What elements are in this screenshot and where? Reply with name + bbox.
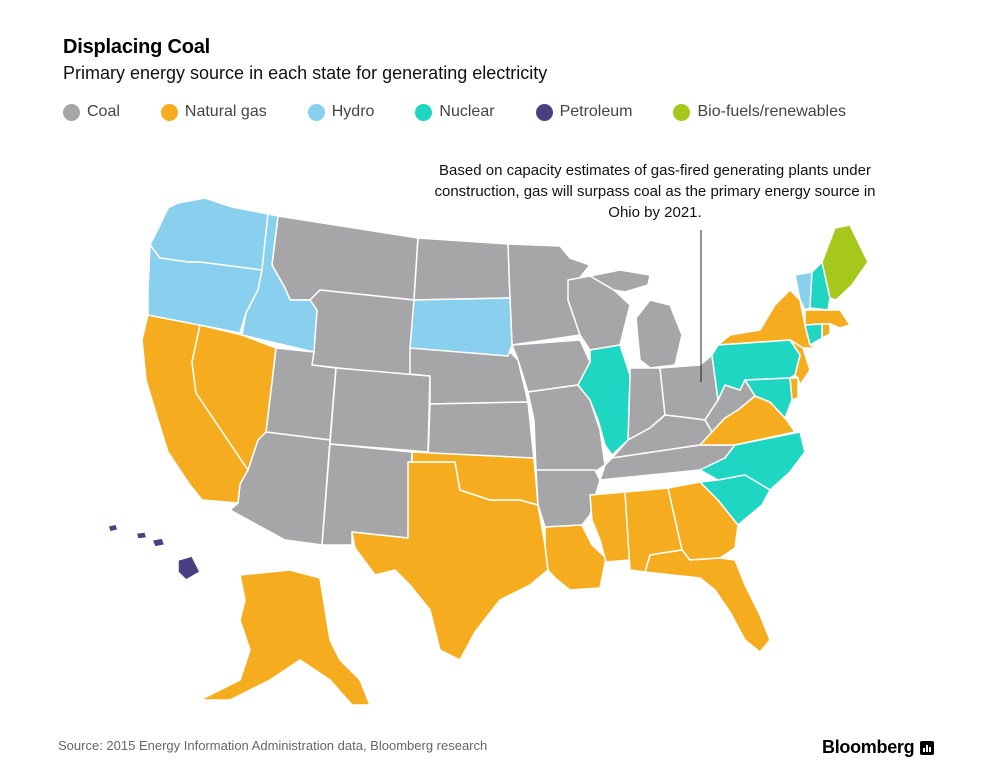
brand-text: Bloomberg — [822, 737, 915, 757]
legend-label-hydro: Hydro — [331, 103, 375, 120]
legend-swatch-biofuels — [673, 103, 691, 121]
chart-subtitle: Primary energy source in each state for … — [63, 63, 548, 83]
legend-swatch-nuclear — [415, 103, 433, 121]
state-connecticut — [804, 323, 823, 346]
state-south-dakota — [409, 297, 513, 357]
chart-title: Displacing Coal — [63, 36, 211, 58]
state-kansas — [427, 401, 535, 461]
state-maine — [821, 224, 869, 301]
state-vermont — [794, 271, 813, 311]
state-south-carolina — [699, 474, 771, 526]
state-montana — [271, 215, 419, 301]
legend-label-natural-gas: Natural gas — [184, 103, 267, 120]
state-wyoming — [309, 289, 415, 377]
legend-swatch-petroleum — [535, 103, 553, 121]
legend-item-biofuels: Bio-fuels/renewables — [673, 103, 846, 121]
legend-label-petroleum: Petroleum — [559, 103, 633, 120]
legend-swatch-hydro — [307, 103, 325, 121]
state-north-dakota — [413, 237, 511, 301]
state-nevada — [191, 324, 277, 471]
state-florida — [644, 549, 771, 653]
state-new-hampshire — [809, 261, 831, 311]
legend-swatch-coal — [63, 103, 80, 121]
source-note: Source: 2015 Energy Information Administ… — [58, 738, 488, 753]
state-colorado — [329, 367, 431, 453]
bloomberg-chart-icon — [920, 740, 935, 755]
legend-label-biofuels: Bio-fuels/renewables — [697, 103, 847, 120]
state-michigan — [589, 269, 683, 369]
state-hawaii — [107, 523, 201, 581]
legend-label-coal: Coal — [87, 103, 120, 120]
legend-item-natural-gas: Natural gas — [160, 103, 267, 121]
ohio-annotation: Based on capacity estimates of gas-fired… — [434, 162, 876, 221]
legend-item-petroleum: Petroleum — [535, 103, 633, 121]
legend-label-nuclear: Nuclear — [439, 103, 495, 120]
state-maryland — [744, 377, 793, 419]
state-alaska — [199, 569, 371, 706]
state-idaho — [241, 213, 318, 353]
state-illinois — [577, 344, 631, 456]
state-new-mexico — [321, 443, 413, 546]
legend-item-nuclear: Nuclear — [415, 103, 495, 121]
legend: Coal Natural gas Hydro Nuclear Petroleum… — [63, 103, 846, 121]
state-oklahoma — [411, 451, 539, 506]
legend-item-coal: Coal — [63, 103, 120, 121]
state-louisiana — [544, 524, 607, 591]
legend-swatch-natural-gas — [160, 103, 178, 121]
legend-item-hydro: Hydro — [307, 103, 375, 121]
bloomberg-logo: Bloomberg — [822, 737, 935, 758]
state-rhode-island — [821, 323, 831, 339]
